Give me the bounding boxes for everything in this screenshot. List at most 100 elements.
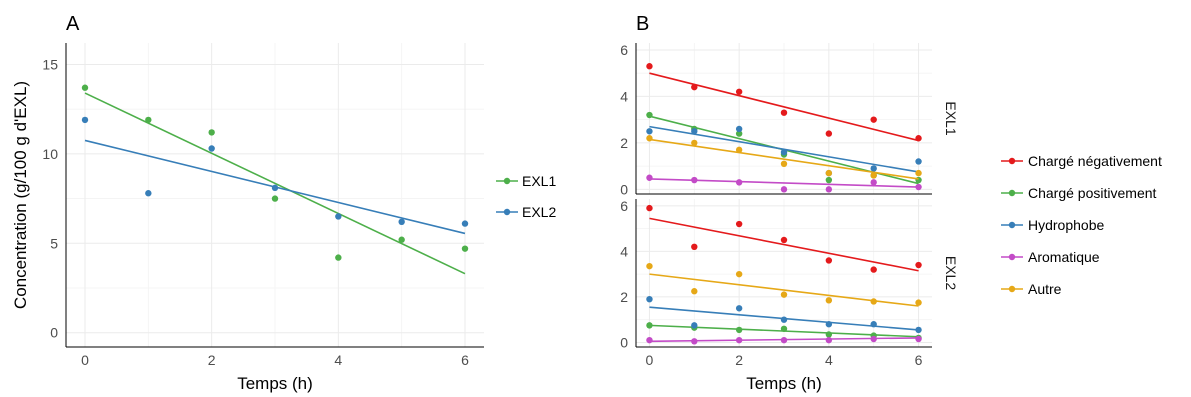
data-point	[735, 130, 743, 137]
legend-label: Hydrophobe	[1028, 217, 1104, 233]
data-point	[915, 299, 922, 306]
data-point	[735, 336, 743, 344]
data-point	[825, 186, 833, 193]
panel-b-facet-exl2: 0 2 4 6 0 2 4 6	[620, 198, 932, 368]
data-point	[825, 257, 833, 264]
data-point	[208, 129, 215, 136]
data-point	[825, 130, 833, 137]
x-tick-label: 0	[646, 352, 654, 368]
data-point	[271, 184, 279, 192]
series-exl1	[81, 84, 469, 275]
y-tick-label: 0	[620, 334, 628, 350]
panel-a: 0 5 10 15 0 2 4 6	[42, 43, 484, 368]
data-point	[825, 321, 833, 328]
legend-key-point	[503, 177, 511, 185]
y-tick-label: 0	[50, 325, 58, 341]
data-point	[780, 325, 788, 332]
y-tick-label: 15	[42, 56, 58, 72]
panel-b-facet-exl1: 0 2 4 6	[620, 42, 932, 197]
data-point	[735, 270, 743, 278]
series-autre	[646, 135, 922, 180]
data-point	[915, 169, 922, 177]
data-point	[691, 139, 698, 147]
data-point	[825, 297, 833, 304]
data-point	[271, 195, 279, 202]
data-point	[691, 128, 698, 135]
y-tick-label: 4	[620, 243, 628, 259]
data-point	[780, 336, 788, 344]
y-tick-label: 2	[620, 135, 628, 151]
x-tick-label: 2	[735, 352, 743, 368]
data-point	[825, 336, 833, 344]
y-axis-title-a: Concentration (g/100 g d'EXL)	[11, 81, 30, 309]
data-point	[646, 128, 653, 135]
data-point	[915, 158, 922, 165]
data-point	[646, 135, 653, 142]
data-point	[735, 179, 743, 186]
x-tick-label: 6	[461, 352, 469, 368]
y-tick-label: 6	[620, 198, 628, 214]
data-point	[735, 125, 743, 133]
legend-label: Chargé positivement	[1028, 185, 1157, 201]
data-point	[735, 305, 743, 312]
data-point	[780, 148, 788, 156]
data-point	[825, 331, 833, 338]
data-point	[915, 326, 922, 334]
legend-key-point	[503, 208, 511, 216]
data-point	[461, 245, 469, 252]
series-aromatique	[646, 335, 922, 345]
fit-line	[84, 92, 466, 275]
data-point	[398, 218, 405, 226]
x-tick-label: 0	[81, 352, 89, 368]
data-point	[145, 116, 152, 124]
data-point	[735, 220, 743, 228]
data-point	[646, 111, 653, 119]
y-tick-label: 2	[620, 289, 628, 305]
legend-key-point	[1008, 221, 1016, 229]
data-point	[870, 179, 877, 186]
series-exl2	[81, 116, 469, 235]
series-hydrophobe	[646, 295, 922, 334]
data-point	[780, 186, 788, 193]
data-point	[208, 145, 215, 152]
data-point	[646, 336, 653, 344]
data-point	[646, 63, 653, 70]
legend-a: EXL1 EXL2	[496, 173, 556, 220]
data-point	[646, 295, 653, 303]
y-tick-label: 10	[42, 146, 58, 162]
x-axis-title-a: Temps (h)	[237, 374, 313, 393]
legend-label: EXL2	[522, 204, 556, 220]
data-point	[335, 213, 342, 220]
data-point	[825, 169, 833, 177]
data-point	[780, 316, 788, 323]
series-aromatique	[646, 174, 922, 193]
legend-label: Autre	[1028, 281, 1062, 297]
legend-label: Aromatique	[1028, 249, 1100, 265]
x-tick-label: 6	[915, 352, 923, 368]
data-point	[81, 116, 89, 124]
data-point	[915, 335, 922, 343]
facet-strip-label: EXL2	[943, 256, 959, 290]
data-point	[145, 190, 152, 197]
legend-key-point	[1008, 189, 1016, 197]
panel-label-b: B	[636, 13, 649, 35]
data-point	[646, 262, 653, 270]
x-tick-label: 4	[334, 352, 342, 368]
x-axis-title-b: Temps (h)	[746, 374, 822, 393]
legend-label: Chargé négativement	[1028, 153, 1162, 169]
data-point	[780, 236, 788, 244]
data-point	[691, 338, 698, 345]
data-point	[691, 288, 698, 295]
legend-key-point	[1008, 157, 1016, 165]
fit-line	[649, 217, 919, 272]
data-point	[691, 176, 698, 184]
legend-b: Chargé négativement Chargé positivement Hy…	[1001, 153, 1162, 297]
data-point	[691, 322, 698, 329]
y-tick-label: 6	[620, 42, 628, 58]
data-point	[335, 254, 342, 261]
data-point	[780, 160, 788, 167]
y-tick-label: 5	[50, 235, 58, 251]
data-point	[870, 266, 877, 273]
data-point	[825, 176, 833, 184]
